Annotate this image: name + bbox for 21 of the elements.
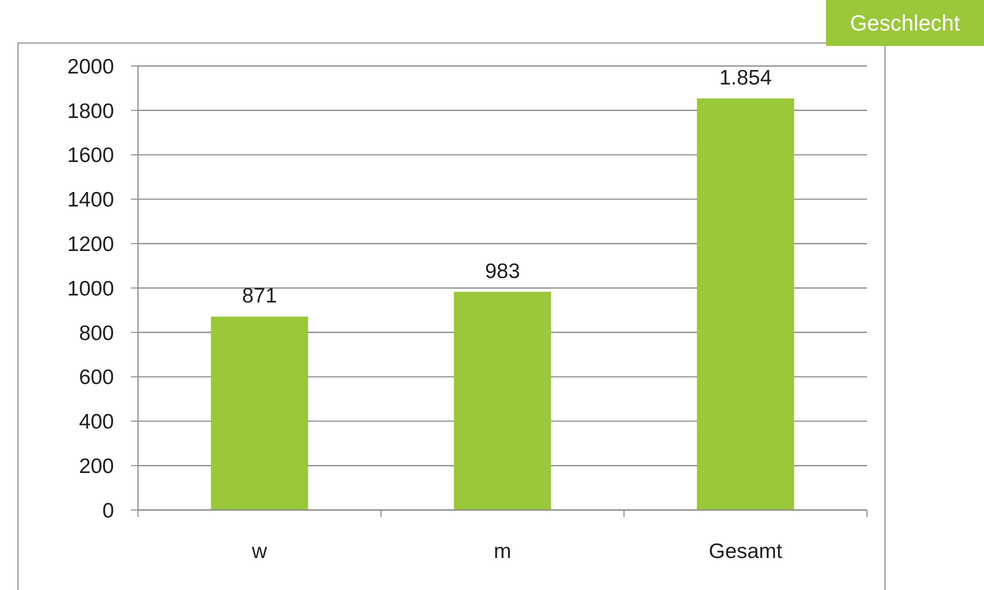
y-tick-label: 2000: [67, 55, 114, 78]
y-tick-label: 200: [78, 454, 114, 478]
y-tick-label: 1800: [67, 100, 114, 123]
y-tick-label: 1000: [67, 277, 114, 300]
y-tick-label: 1600: [67, 144, 114, 168]
chart-title: Geschlecht: [850, 10, 960, 36]
x-tick-label: w: [250, 540, 268, 563]
data-label: 871: [242, 284, 278, 308]
bar: [210, 316, 308, 510]
y-tick-label: 1400: [67, 188, 114, 212]
y-tick-label: 400: [78, 410, 114, 434]
y-tick-label: 600: [78, 366, 114, 390]
x-tick-label: Gesamt: [708, 540, 782, 563]
data-label: 983: [484, 260, 520, 283]
x-tick-label: m: [494, 540, 512, 563]
y-tick-label: 1200: [67, 232, 114, 256]
data-label: 1.854: [719, 66, 772, 90]
bar: [454, 292, 552, 510]
bar: [696, 98, 794, 510]
y-tick-label: 800: [78, 322, 114, 345]
y-tick-label: 0: [102, 499, 114, 522]
